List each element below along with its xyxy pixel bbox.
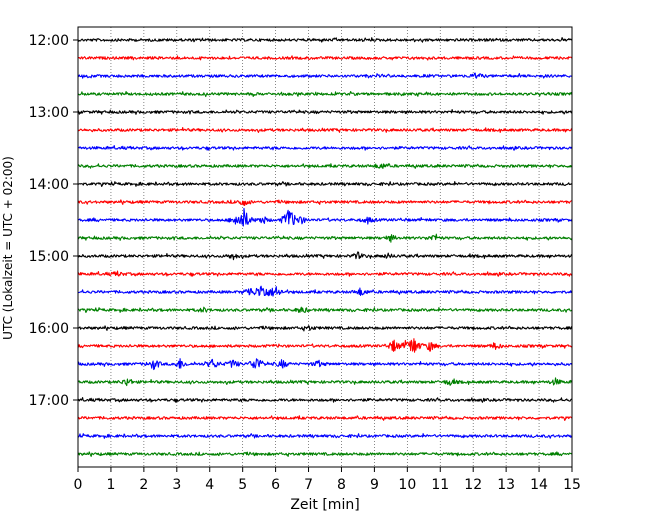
- trace-1600: [77, 325, 573, 332]
- x-tick-label: 9: [370, 477, 379, 493]
- x-tick-label: 15: [563, 477, 581, 493]
- plot-frame: [77, 26, 573, 468]
- x-tick-label: 12: [464, 477, 482, 493]
- x-tick-label: 7: [304, 477, 313, 493]
- y-axis-ticks: 12:00 13:00 14:00 15:00 16:00 17:00: [29, 33, 78, 409]
- trace-1345: [77, 163, 573, 169]
- trace-1545: [78, 306, 573, 313]
- y-tick-label: 16:00: [29, 321, 69, 337]
- x-tick-label: 6: [271, 477, 280, 493]
- trace-1330: [77, 145, 573, 151]
- trace-1745: [77, 451, 573, 457]
- y-tick-label: 14:00: [29, 177, 69, 193]
- trace-1730: [77, 433, 573, 439]
- x-tick-label: 10: [398, 477, 416, 493]
- x-tick-label: 8: [337, 477, 346, 493]
- trace-1215: [77, 55, 573, 61]
- trace-1200: [77, 37, 573, 43]
- trace-1715: [77, 415, 573, 421]
- x-tick-label: 2: [139, 477, 148, 493]
- x-tick-label: 14: [530, 477, 548, 493]
- x-axis-label: Zeit [min]: [290, 497, 359, 513]
- x-tick-label: 4: [205, 477, 214, 493]
- trace-1630: [77, 358, 573, 371]
- x-tick-label: 0: [74, 477, 83, 493]
- trace-1400: [77, 181, 573, 187]
- y-tick-label: 13:00: [29, 105, 69, 121]
- y-tick-label: 15:00: [29, 249, 69, 265]
- trace-1430: [77, 207, 573, 227]
- trace-1500: [77, 251, 573, 261]
- y-tick-label: 12:00: [29, 33, 69, 49]
- x-tick-label: 1: [106, 477, 115, 493]
- trace-1530: [77, 285, 573, 297]
- y-axis-label: UTC (Lokalzeit = UTC + 02:00): [1, 156, 15, 340]
- trace-1230: [77, 72, 573, 79]
- trace-1615: [77, 338, 573, 353]
- trace-1415: [77, 199, 573, 207]
- trace-1315: [77, 127, 573, 133]
- x-tick-label: 13: [497, 477, 515, 493]
- x-tick-label: 11: [431, 477, 449, 493]
- x-tick-label: 3: [172, 477, 181, 493]
- x-axis-ticks: 0 1 2 3 4 5 6 7 8 9 10 11 12 13 14 15: [74, 467, 581, 493]
- trace-1515: [77, 270, 573, 277]
- trace-1445: [77, 233, 573, 243]
- trace-1700: [77, 397, 573, 403]
- x-grid: [110, 27, 540, 467]
- trace-1300: [77, 109, 573, 115]
- trace-1645: [77, 377, 573, 387]
- x-tick-label: 5: [238, 477, 247, 493]
- trace-1245: [77, 90, 573, 98]
- trace-layer: [77, 37, 573, 457]
- y-tick-label: 17:00: [29, 393, 69, 409]
